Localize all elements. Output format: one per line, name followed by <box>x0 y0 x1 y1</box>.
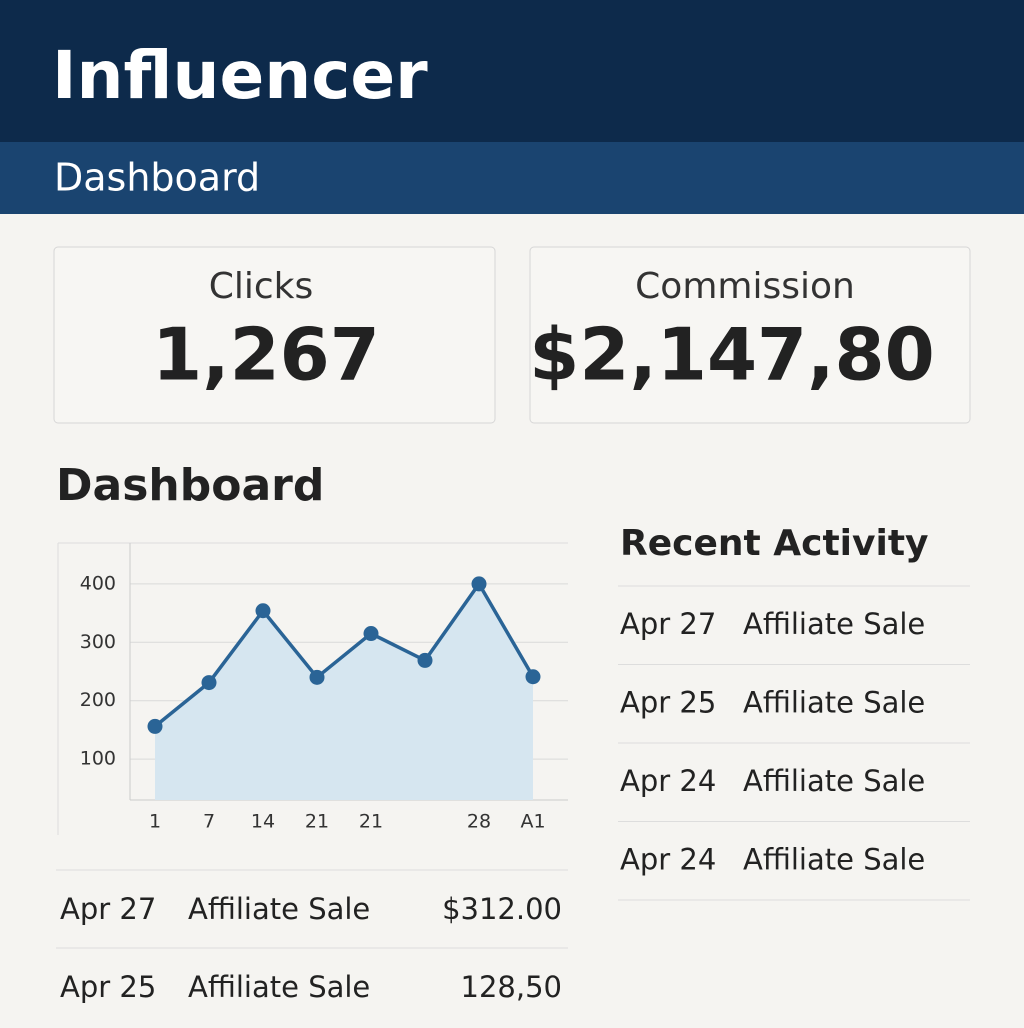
transactions-table: Apr 27 Affiliate Sale $312.00 Apr 25 Affilia… <box>56 869 568 1004</box>
activity-date: Apr 27 <box>620 607 716 641</box>
x-tick-label: 28 <box>467 811 491 833</box>
area <box>155 583 533 800</box>
stat-value: $2,147,80 <box>529 313 934 397</box>
stat-label: Commission <box>635 266 855 307</box>
point <box>471 576 487 592</box>
activity-date: Apr 24 <box>620 843 716 877</box>
activity-type: Affiliate Sale <box>743 764 925 798</box>
activity-type: Affiliate Sale <box>743 686 925 720</box>
y-tick-label: 100 <box>80 748 116 770</box>
app-subtitle: Dashboard <box>54 156 260 200</box>
subheader-bar <box>0 142 1024 214</box>
cell-amount: $312.00 <box>442 892 562 926</box>
cell-type: Affiliate Sale <box>188 892 370 926</box>
stat-label: Clicks <box>209 266 314 307</box>
y-tick-label: 400 <box>80 572 116 594</box>
point <box>525 669 541 685</box>
recent-title: Recent Activity <box>620 523 929 564</box>
point <box>363 626 379 642</box>
point <box>201 675 217 691</box>
point <box>309 669 325 685</box>
x-tick-label: 7 <box>203 811 215 833</box>
x-tick-label: 21 <box>305 811 329 833</box>
point <box>147 718 163 734</box>
x-tick-label: 14 <box>251 811 275 833</box>
cell-type: Affiliate Sale <box>188 970 370 1004</box>
recent-activity: Apr 27 Affiliate Sale Apr 25 Affiliate Sale… <box>618 585 970 901</box>
activity-date: Apr 24 <box>620 764 716 798</box>
x-tick-label: A1 <box>520 811 545 833</box>
x-tick-label: 21 <box>359 811 383 833</box>
app-title: Influencer <box>52 37 428 114</box>
cell-date: Apr 27 <box>60 892 156 926</box>
activity-type: Affiliate Sale <box>743 607 925 641</box>
activity-type: Affiliate Sale <box>743 843 925 877</box>
activity-date: Apr 25 <box>620 686 716 720</box>
y-tick-label: 300 <box>80 631 116 653</box>
line-chart: 100 200 300 400 1 7 14 21 21 28 A1 <box>80 543 568 833</box>
section-title: Dashboard <box>56 460 324 511</box>
y-tick-label: 200 <box>80 689 116 711</box>
cell-date: Apr 25 <box>60 970 156 1004</box>
x-tick-label: 1 <box>149 811 161 833</box>
stat-card <box>529 246 971 424</box>
header-bar <box>0 0 1024 142</box>
stat-value: 1,267 <box>152 313 380 397</box>
stat-card <box>53 246 496 424</box>
point <box>255 603 271 619</box>
cell-amount: 128,50 <box>461 970 562 1004</box>
line <box>153 580 535 728</box>
point <box>417 652 433 668</box>
